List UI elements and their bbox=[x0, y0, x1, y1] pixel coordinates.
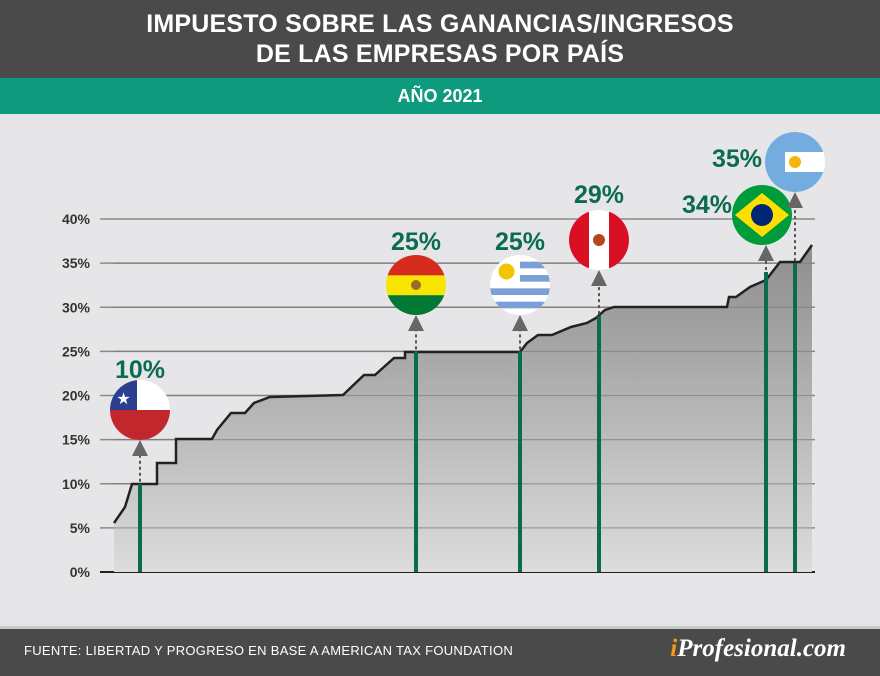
svg-text:★: ★ bbox=[116, 391, 130, 408]
value-label: 29% bbox=[574, 181, 624, 209]
value-label: 25% bbox=[391, 228, 441, 256]
value-label: 35% bbox=[712, 145, 762, 173]
title-line-2: DE LAS EMPRESAS POR PAÍS bbox=[255, 40, 625, 68]
source-text: FUENTE: LIBERTAD Y PROGRESO EN BASE A AM… bbox=[24, 643, 514, 658]
value-label: 34% bbox=[682, 191, 732, 219]
chart-title: IMPUESTO SOBRE LAS GANANCIAS/INGRESOS DE… bbox=[0, 0, 880, 78]
y-tick-label: 35% bbox=[62, 255, 91, 271]
y-tick-label: 40% bbox=[62, 211, 91, 227]
tax-curve bbox=[112, 244, 814, 524]
iprofesional-logo: iProfesional.com bbox=[670, 635, 846, 662]
chart: 0% 5% 10% 15% 20% 25% 30% 35% 40% ★ 10% 25% 25% 29% 3… bbox=[62, 132, 825, 580]
y-tick-label: 0% bbox=[70, 564, 91, 580]
y-tick-label: 25% bbox=[62, 343, 91, 359]
value-label: 25% bbox=[495, 228, 545, 256]
y-tick-label: 5% bbox=[70, 520, 91, 536]
chile-flag: ★ bbox=[110, 380, 170, 440]
title-line-1: IMPUESTO SOBRE LAS GANANCIAS/INGRESOS bbox=[146, 10, 734, 38]
footer: FUENTE: LIBERTAD Y PROGRESO EN BASE A AM… bbox=[0, 626, 880, 676]
uruguay-flag bbox=[490, 255, 550, 315]
y-tick-label: 20% bbox=[62, 388, 91, 404]
argentina-flag bbox=[765, 132, 825, 192]
year-banner: AÑO 2021 bbox=[0, 78, 880, 114]
area-fill bbox=[114, 245, 812, 572]
value-label: 10% bbox=[115, 356, 165, 384]
bolivia-flag bbox=[386, 255, 446, 315]
y-tick-label: 15% bbox=[62, 432, 91, 448]
y-tick-label: 10% bbox=[62, 476, 91, 492]
peru-flag bbox=[569, 210, 629, 270]
brazil-flag bbox=[732, 185, 792, 245]
y-tick-label: 30% bbox=[62, 299, 91, 315]
